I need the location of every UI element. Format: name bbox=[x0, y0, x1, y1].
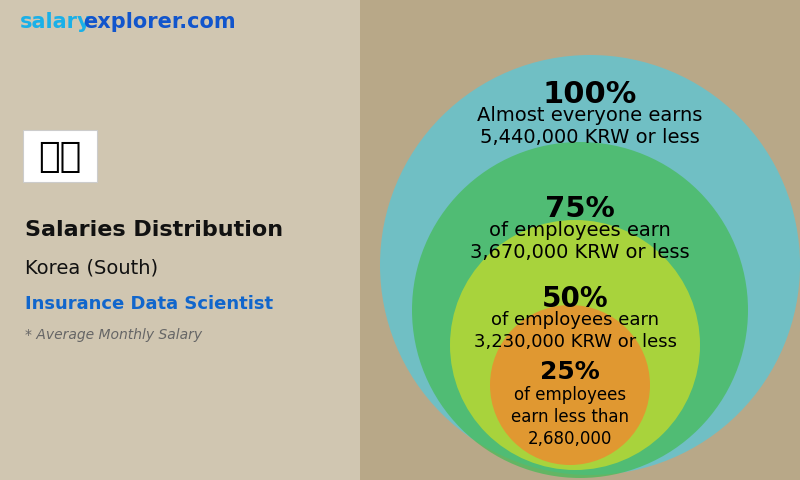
Text: 5,440,000 KRW or less: 5,440,000 KRW or less bbox=[480, 128, 700, 147]
Text: Korea (South): Korea (South) bbox=[25, 258, 158, 277]
Text: 3,230,000 KRW or less: 3,230,000 KRW or less bbox=[474, 333, 677, 351]
Text: 50%: 50% bbox=[542, 285, 608, 313]
Text: 2,680,000: 2,680,000 bbox=[528, 430, 612, 448]
Text: earn less than: earn less than bbox=[511, 408, 629, 426]
Text: 3,670,000 KRW or less: 3,670,000 KRW or less bbox=[470, 243, 690, 262]
Text: explorer.com: explorer.com bbox=[83, 12, 236, 32]
Text: * Average Monthly Salary: * Average Monthly Salary bbox=[25, 328, 202, 342]
Text: Salaries Distribution: Salaries Distribution bbox=[25, 220, 283, 240]
Circle shape bbox=[380, 55, 800, 475]
Circle shape bbox=[490, 305, 650, 465]
Text: of employees: of employees bbox=[514, 386, 626, 404]
Text: 25%: 25% bbox=[540, 360, 600, 384]
Circle shape bbox=[412, 142, 748, 478]
Text: 100%: 100% bbox=[543, 80, 637, 109]
Text: Almost everyone earns: Almost everyone earns bbox=[478, 106, 702, 125]
Bar bbox=[0, 0, 360, 480]
Text: Insurance Data Scientist: Insurance Data Scientist bbox=[25, 295, 273, 313]
Text: of employees earn: of employees earn bbox=[491, 311, 659, 329]
Circle shape bbox=[450, 220, 700, 470]
Text: of employees earn: of employees earn bbox=[489, 221, 671, 240]
Text: 🇰🇷: 🇰🇷 bbox=[38, 140, 82, 174]
FancyBboxPatch shape bbox=[23, 130, 97, 182]
Text: salary: salary bbox=[20, 12, 92, 32]
Text: 75%: 75% bbox=[545, 195, 615, 223]
